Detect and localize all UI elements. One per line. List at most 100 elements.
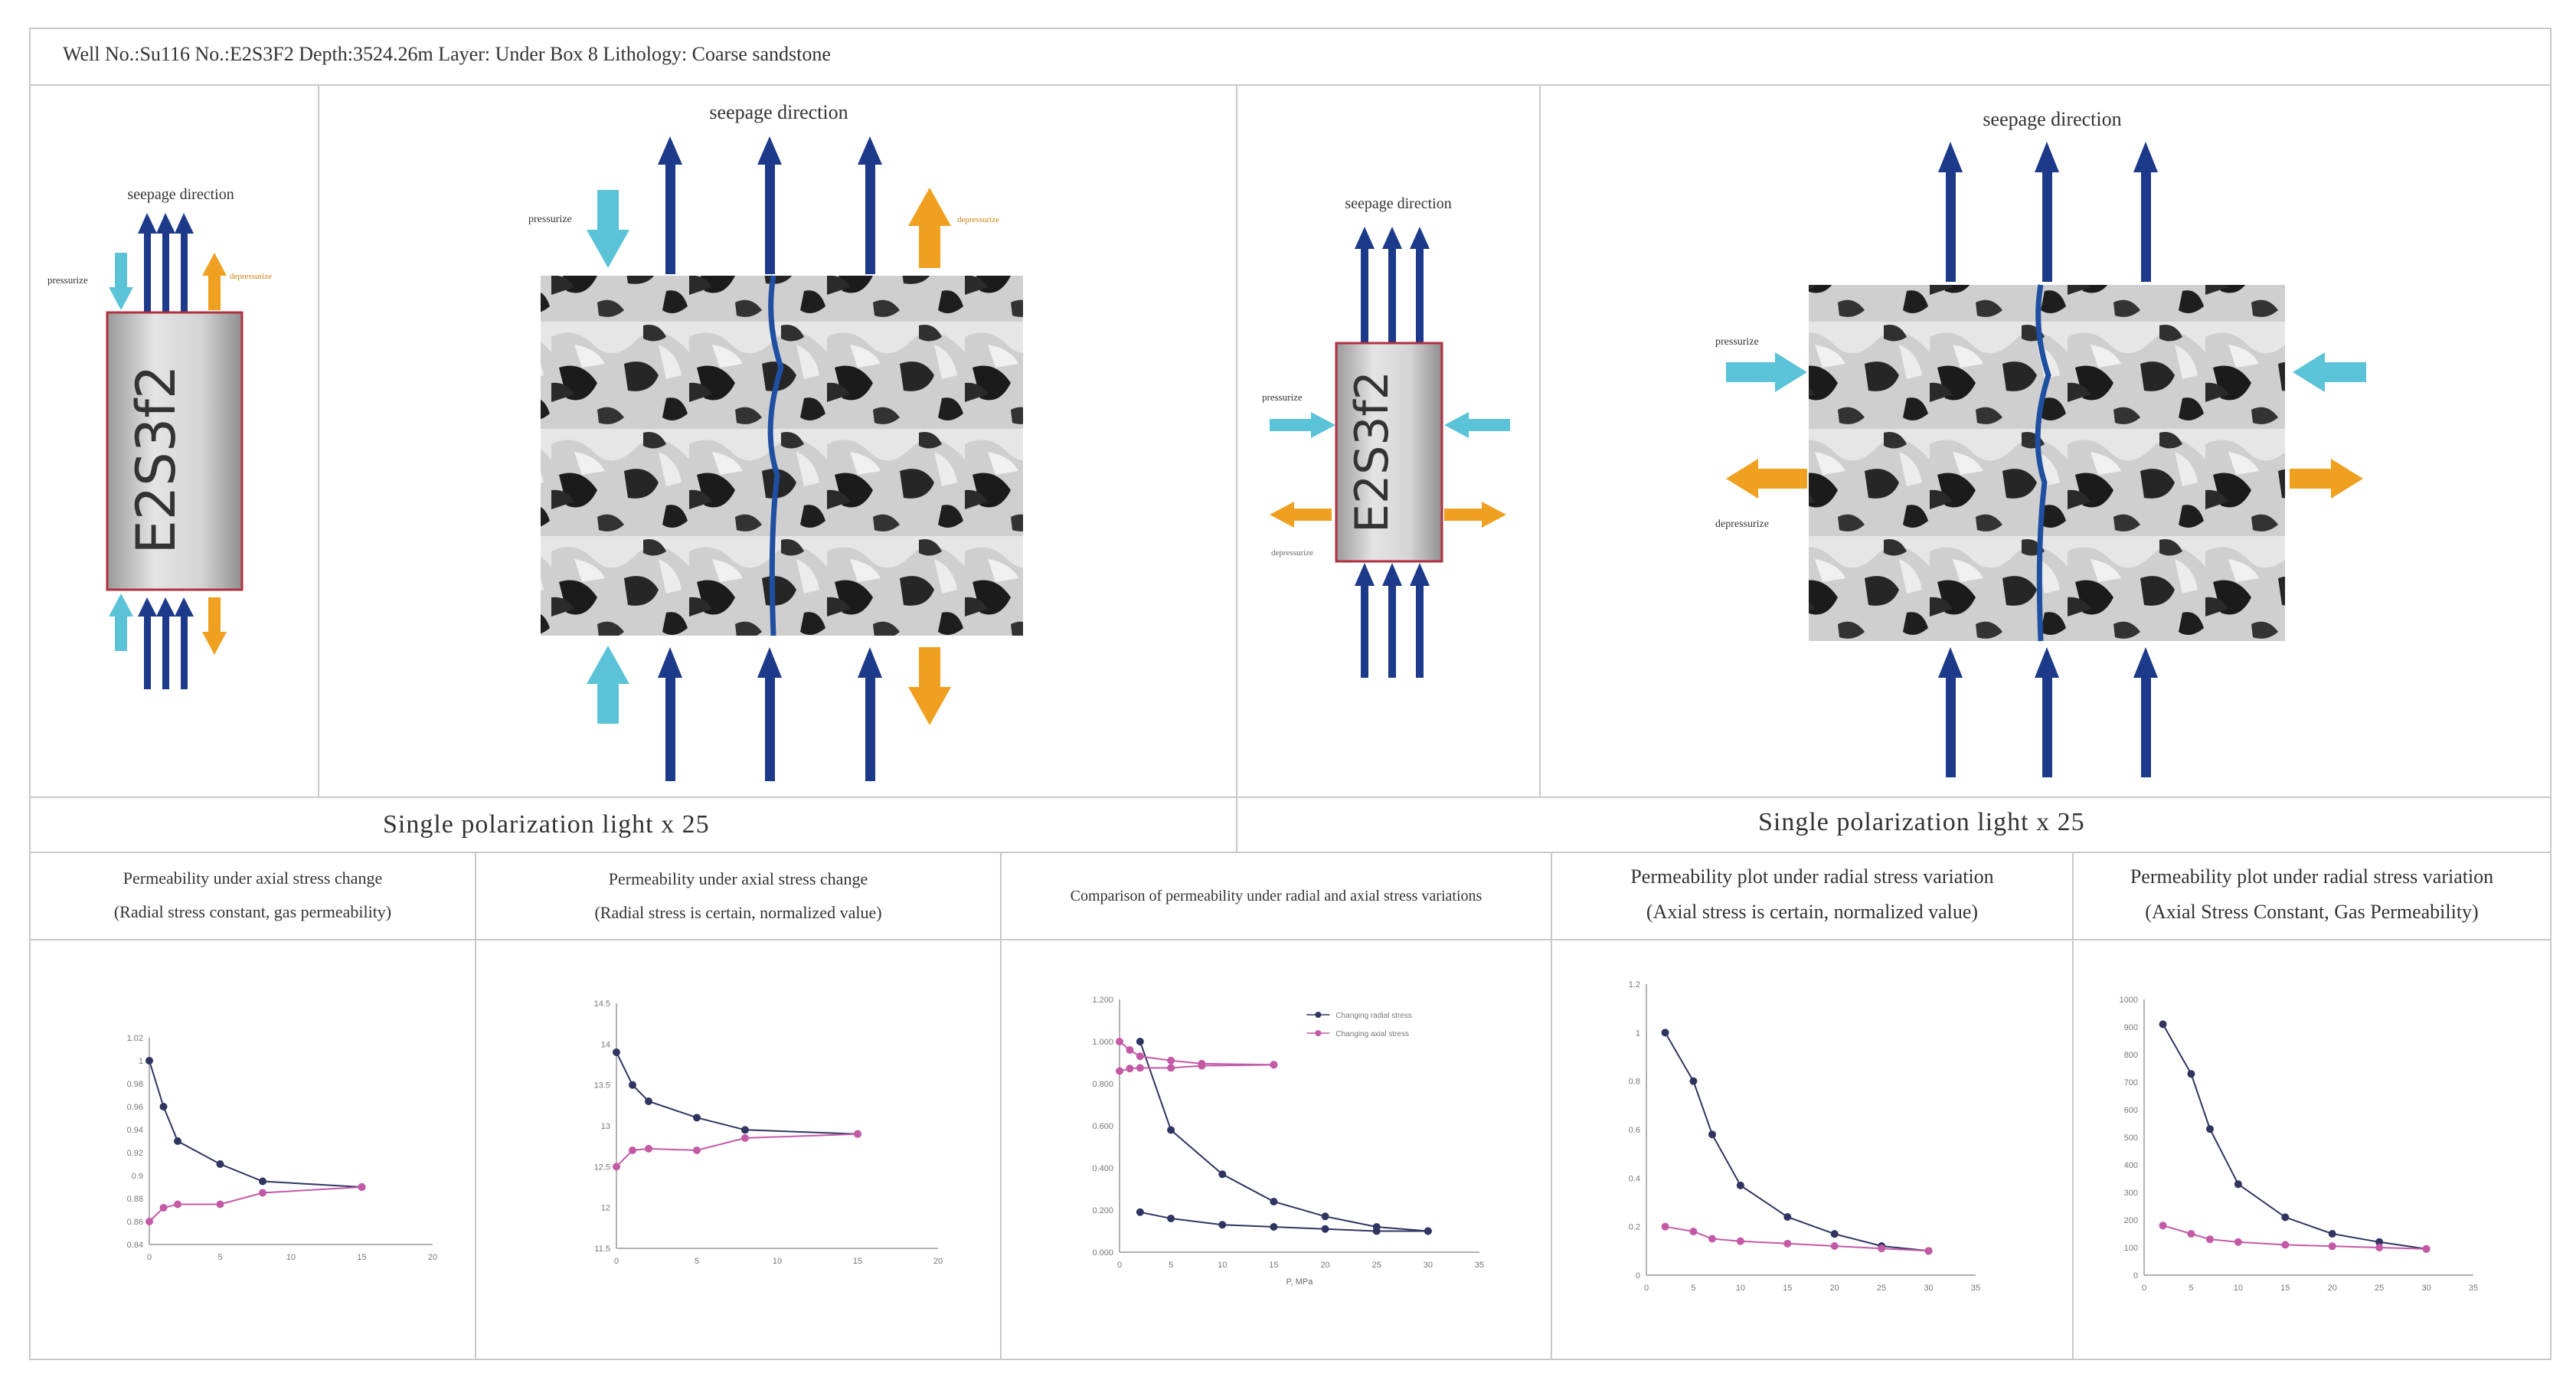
chart-1-series-1-point bbox=[174, 1137, 181, 1145]
chart-3-series-1-point bbox=[1218, 1170, 1227, 1179]
chart-2-series-2-point bbox=[741, 1134, 749, 1142]
chart-3-series-3-point bbox=[1270, 1061, 1278, 1069]
chart-3-series-4-point bbox=[1218, 1221, 1227, 1229]
chart-3-x-tick: 20 bbox=[1320, 1261, 1329, 1270]
chart-1-series-2-point bbox=[159, 1204, 168, 1212]
chart-5-x-tick: 25 bbox=[2375, 1284, 2384, 1293]
chart-title-divider bbox=[29, 939, 2550, 940]
chart-3-legend-marker bbox=[1315, 1012, 1322, 1018]
chart-3-series-3-point bbox=[1167, 1064, 1175, 1072]
chart-4-x-tick: 30 bbox=[1924, 1284, 1933, 1293]
right-core-sample bbox=[1335, 342, 1443, 563]
chart-2-series-1-point bbox=[693, 1114, 701, 1122]
chart-1-series-2-point bbox=[145, 1218, 153, 1225]
chart-5-x-tick: 15 bbox=[2280, 1284, 2290, 1293]
chart-3-series-2-point bbox=[1167, 1056, 1175, 1065]
chart-5-y-tick: 100 bbox=[2124, 1244, 2138, 1253]
chart-5-y-tick: 800 bbox=[2124, 1051, 2138, 1060]
right-thin-section-image bbox=[1809, 285, 2285, 641]
chart-3-series-4-point bbox=[1372, 1227, 1381, 1235]
chart-title-1: Permeability under axial stress change (… bbox=[31, 862, 475, 929]
chart-2-title-line2: (Radial stress is certain, normalized va… bbox=[594, 903, 882, 922]
chart-4-x-tick: 10 bbox=[1736, 1284, 1745, 1293]
chart-4-series-2-point bbox=[1736, 1237, 1744, 1245]
right-large-blue-arrows-bottom bbox=[1938, 647, 2158, 777]
chart-1-x-tick: 0 bbox=[147, 1253, 152, 1262]
chart-5-y-tick: 400 bbox=[2124, 1161, 2138, 1170]
chart-3-y-tick: 0.200 bbox=[1092, 1206, 1113, 1215]
chart-1-x-tick: 10 bbox=[286, 1253, 296, 1262]
chart-3-series-4-point bbox=[1270, 1223, 1278, 1231]
chart-1-series-1-point bbox=[259, 1177, 266, 1186]
left-thin-section-diagram: seepage direction pressurize depressuriz… bbox=[528, 101, 1023, 781]
chart-3-series-3-point bbox=[1198, 1061, 1206, 1070]
chart-4-title-line2: (Axial stress is certain, normalized val… bbox=[1646, 901, 1979, 923]
chart-3-series-3-point bbox=[1126, 1065, 1134, 1073]
left-core-label: E2S3f2 bbox=[125, 365, 188, 554]
chart-1-plot: 0 5 10 15 20 0.84 0.86 0.88 0.9 0.92 0.94 0.96 0.98 1… bbox=[127, 1034, 438, 1262]
left-small-pressurize-label: pressurize bbox=[47, 274, 88, 286]
left-small-seepage-label: seepage direction bbox=[127, 186, 234, 203]
chart-2-series-1-point bbox=[741, 1126, 749, 1134]
chart-5-series-2-point bbox=[2422, 1245, 2431, 1253]
left-caption: Single polarization light x 25 bbox=[383, 810, 710, 839]
chart-4-x-tick: 35 bbox=[1971, 1284, 1980, 1293]
chart-5-series-1-point bbox=[2159, 1020, 2167, 1029]
left-small-depressurize-label: depressurize bbox=[230, 272, 272, 281]
chart-5-plot: 0 5 10 15 20 25 30 35 0 100 200 300 400 500 600 700 800 9… bbox=[2120, 996, 2479, 1293]
chart-3-series-2-line bbox=[1119, 1041, 1274, 1066]
chart-2-series-2-point bbox=[693, 1146, 701, 1154]
chart-4-y-tick: 1 bbox=[1636, 1029, 1640, 1038]
chart-4-y-tick: 0.2 bbox=[1629, 1223, 1640, 1232]
left-small-depressurize-arrows bbox=[202, 253, 227, 655]
right-large-pressurize-arrows bbox=[1726, 352, 2366, 392]
chart-5-series-2-point bbox=[2328, 1242, 2336, 1251]
chart-2-y-tick: 13.5 bbox=[594, 1081, 610, 1091]
chart-4-series-2-point bbox=[1708, 1235, 1716, 1243]
right-fracture-line bbox=[2035, 284, 2051, 642]
right-large-depressurize-arrows bbox=[1726, 459, 2363, 499]
right-core-label: E2S3f2 bbox=[1345, 371, 1399, 533]
chart-4-series-2-point bbox=[1783, 1239, 1792, 1248]
right-large-seepage-label: seepage direction bbox=[1983, 108, 2121, 130]
chart-divider-3 bbox=[1551, 852, 1552, 1359]
chart-2-series-2-point bbox=[613, 1163, 620, 1171]
chart-3-y-tick: 0.800 bbox=[1092, 1080, 1113, 1089]
left-core-sample bbox=[106, 311, 244, 591]
chart-1-y-tick: 1 bbox=[139, 1057, 143, 1066]
chart-4-x-tick: 15 bbox=[1783, 1284, 1792, 1293]
chart-4-series-2-point bbox=[1924, 1247, 1933, 1255]
chart-4-series-1-point bbox=[1783, 1213, 1792, 1221]
chart-5-series-1-point bbox=[2328, 1230, 2336, 1238]
left-large-depressurize-arrows bbox=[908, 188, 951, 725]
chart-3-series-1-line bbox=[1139, 1041, 1428, 1232]
right-large-pressurize-label: pressurize bbox=[1715, 336, 1759, 348]
chart-5-series-2-point bbox=[2234, 1238, 2242, 1246]
chart-2-y-tick: 14 bbox=[601, 1040, 610, 1049]
chart-1-y-tick: 0.9 bbox=[132, 1172, 143, 1181]
chart-2-x-tick: 20 bbox=[933, 1257, 943, 1266]
chart-5-x-tick: 35 bbox=[2469, 1284, 2478, 1293]
chart-3-x-tick: 25 bbox=[1372, 1261, 1381, 1270]
chart-1-y-tick: 0.98 bbox=[127, 1080, 143, 1089]
chart-5-series-1-line bbox=[2162, 1023, 2427, 1250]
chart-5-y-tick: 300 bbox=[2124, 1189, 2138, 1198]
chart-2-x-tick: 15 bbox=[853, 1257, 862, 1266]
right-core-diagram: seepage direction E2S3f2 pressurize depr… bbox=[1262, 195, 1510, 678]
left-core-diagram: seepage direction pressurize depressuriz… bbox=[47, 186, 272, 689]
chart-4-series-1-point bbox=[1830, 1230, 1839, 1238]
chart-3-x-label: P, MPa bbox=[1286, 1277, 1314, 1287]
header-info: Well No.:Su116 No.:E2S3F2 Depth:3524.26m… bbox=[63, 43, 831, 65]
chart-4-y-tick: 0.8 bbox=[1629, 1078, 1640, 1087]
right-small-depressurize-label: depressurize bbox=[1271, 548, 1313, 558]
chart-1-x-tick: 5 bbox=[217, 1253, 222, 1262]
chart-1-x-tick: 20 bbox=[428, 1253, 437, 1262]
chart-1-series-1-point bbox=[216, 1160, 224, 1168]
chart-3-series-4-point bbox=[1321, 1225, 1329, 1233]
left-large-pressurize-label: pressurize bbox=[528, 214, 572, 225]
chart-2-x-tick: 5 bbox=[695, 1257, 699, 1266]
chart-5-series-2-point bbox=[2206, 1235, 2214, 1244]
chart-5-series-1-point bbox=[2281, 1213, 2290, 1222]
right-thin-section-diagram: seepage direction pressurize depressuriz… bbox=[1715, 108, 2366, 777]
